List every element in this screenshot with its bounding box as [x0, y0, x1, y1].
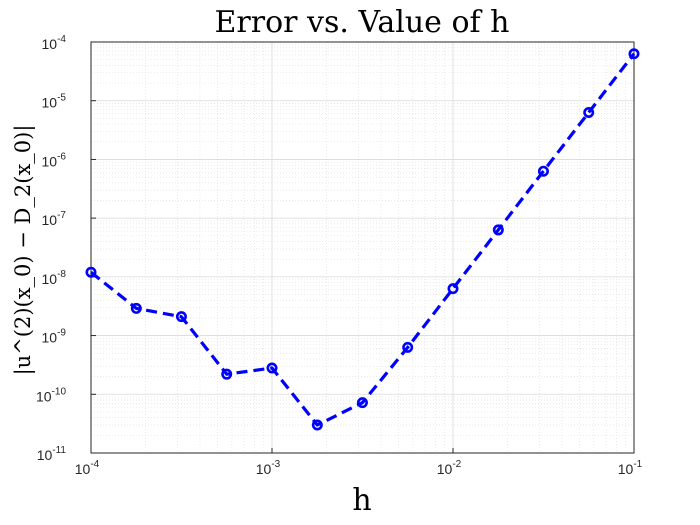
- data-point-marker: [266, 362, 278, 374]
- x-axis-label: h: [352, 483, 371, 518]
- data-point-marker: [356, 397, 368, 409]
- plot-frame: [90, 41, 635, 454]
- y-tick-label: 10-4: [42, 34, 67, 52]
- data-point-marker: [537, 165, 549, 177]
- data-point-marker: [447, 283, 459, 295]
- y-tick-label: 10-10: [36, 386, 66, 404]
- x-tick-label: 10-3: [256, 459, 281, 477]
- data-point-marker: [492, 224, 504, 236]
- data-point-marker: [130, 302, 142, 314]
- chart-title: Error vs. Value of h: [215, 5, 510, 40]
- x-tick-label: 10-1: [618, 459, 643, 477]
- data-point-marker: [402, 341, 414, 353]
- y-axis-label: |u^(2)(x_0) − D_2(x_0)|: [11, 125, 36, 376]
- axis-ticks: 10-4 10-3 10-2 10-1 10-11 10-10 10-9 10-8 10-7 10…: [36, 34, 643, 477]
- y-tick-label: 10-5: [42, 93, 67, 111]
- data-point-marker: [221, 368, 233, 380]
- plot-grid: [90, 41, 635, 454]
- y-tick-label: 10-6: [42, 151, 67, 169]
- y-tick-label: 10-7: [42, 210, 67, 228]
- y-tick-label: 10-9: [42, 328, 67, 346]
- data-point-marker: [85, 266, 97, 278]
- data-point-marker: [311, 419, 323, 431]
- y-tick-label: 10-8: [42, 269, 67, 287]
- series-layer: [85, 48, 640, 431]
- x-tick-label: 10-4: [75, 459, 100, 477]
- data-point-marker: [583, 106, 595, 118]
- x-tick-label: 10-2: [437, 459, 462, 477]
- data-point-marker: [175, 311, 187, 323]
- y-tick-label: 10-11: [37, 445, 67, 463]
- data-point-marker: [628, 48, 640, 60]
- series-line: [90, 52, 636, 427]
